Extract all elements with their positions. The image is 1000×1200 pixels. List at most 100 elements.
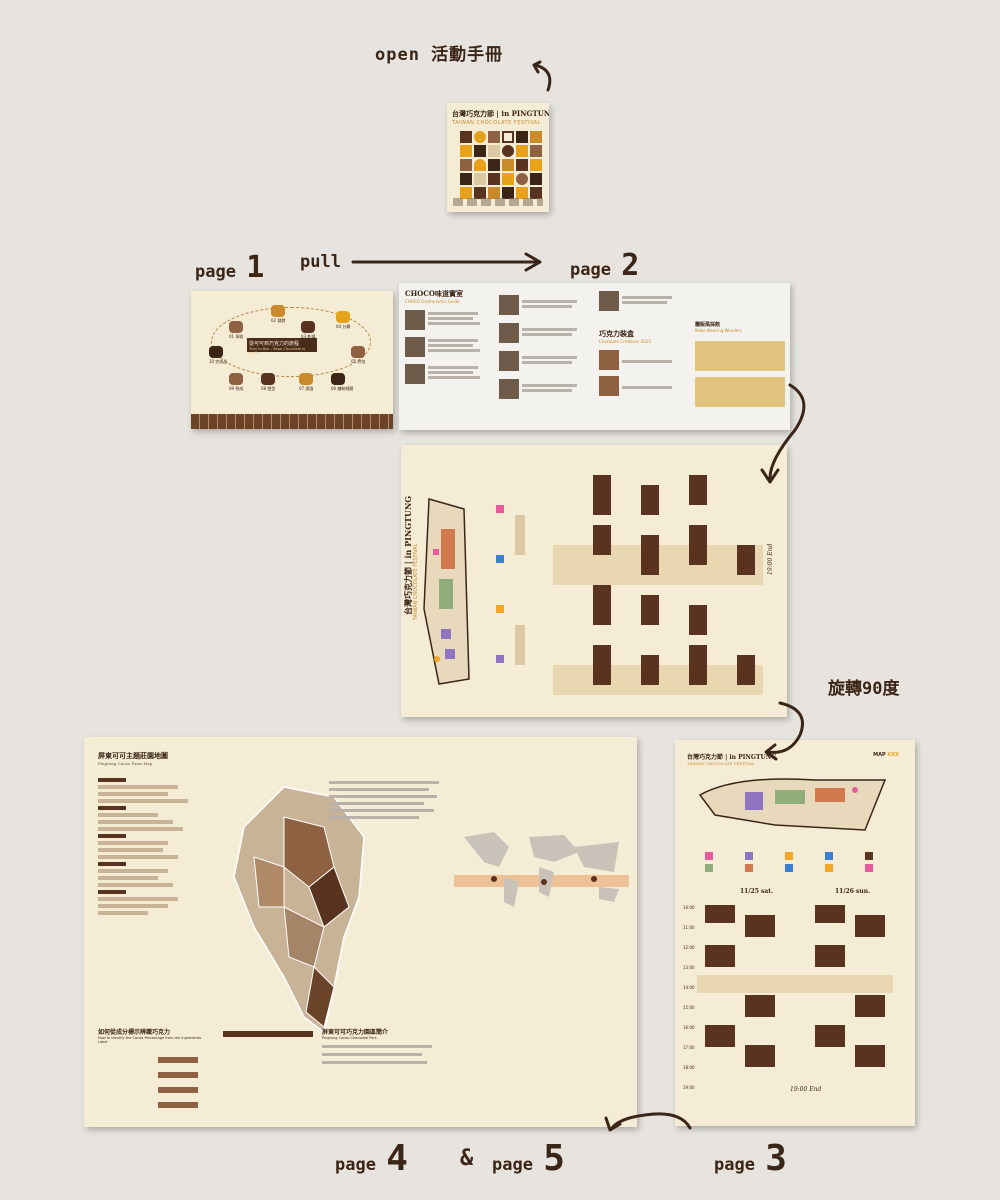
page3-word: page	[714, 1155, 755, 1175]
process-banner-title: 從可可到巧克力的旅程	[249, 341, 300, 347]
creations-subtitle: Chocolate Creations 2023	[599, 339, 651, 344]
page1-word: page	[195, 262, 236, 282]
schedule-end: 19:00 End	[767, 543, 774, 575]
page2-label: page 2	[570, 248, 639, 283]
event-block	[745, 915, 775, 937]
time-label: 14:00	[683, 985, 695, 990]
page3-label: page 3	[714, 1138, 787, 1179]
creations-column: 巧克力裝盒 Chocolate Creations 2023	[599, 289, 689, 424]
event-block	[855, 995, 885, 1017]
event-block	[705, 945, 735, 967]
event-block	[593, 525, 611, 555]
chef-column	[499, 289, 594, 424]
pingtung-map	[233, 786, 365, 1034]
event-block	[593, 585, 611, 625]
page45-label: page 4	[335, 1138, 408, 1179]
process-step: 09 熟成	[229, 373, 243, 392]
schedule-subtitle: TAIWAN CHOCOLATE FESTIVAL	[687, 761, 755, 766]
process-step: 04 分類	[336, 311, 350, 330]
article-text	[329, 777, 449, 1007]
page45-spread[interactable]: 屏東可可主題莊園地圖 Pingtung Cacao Farm Map 如何從成分…	[84, 737, 637, 1127]
stalls-title: 攤販風採館	[695, 322, 721, 328]
gastronomic-title: CHOCO味道實室	[405, 289, 463, 298]
time-label: 13:00	[683, 965, 695, 970]
chef-photo	[405, 337, 425, 357]
page5-number: 5	[543, 1138, 565, 1179]
event-block	[705, 1025, 735, 1047]
event-block	[593, 475, 611, 515]
process-step: 10 完成品	[209, 346, 227, 365]
event-block	[641, 535, 659, 575]
stalls-subtitle: Make Wearing Wonders	[695, 328, 742, 333]
gastronomic-subtitle: CHOCO Gastronomic Guide	[405, 299, 460, 304]
event-block	[705, 905, 735, 923]
venue-map	[423, 498, 470, 685]
schedule-title: 台灣巧克力節 | in PINGTUNG	[687, 754, 777, 761]
date-day1: 11/25 sat.	[740, 888, 774, 895]
stalls-column: 攤販風採館 Make Wearing Wonders	[695, 289, 785, 424]
page2-number: 2	[621, 248, 640, 283]
process-step: 03 乾燥	[301, 321, 315, 340]
chef-photo	[499, 351, 519, 371]
farm-map-title: 屏東可可主題莊園地圖	[98, 751, 168, 760]
time-label: 15:00	[683, 1005, 695, 1010]
event-block	[641, 655, 659, 685]
page5-word: page	[492, 1155, 533, 1175]
cover-subtitle: TAIWAN CHOCOLATE FESTIVAL	[452, 120, 541, 126]
event-block	[855, 915, 885, 937]
booklet-cover[interactable]: 台灣巧克力節 | in PINGTUNG TAIWAN CHOCOLATE FE…	[447, 103, 549, 212]
page3-horizontal-spread[interactable]: 台灣巧克力節 | in PINGTUNG TAIWAN CHOCOLATE FE…	[675, 740, 915, 1126]
open-arrow-icon	[533, 63, 552, 92]
page1-spread[interactable]: 從可可到巧克力的旅程 Tree to Bar – Bean Chocolate …	[191, 291, 393, 429]
table-cell	[158, 1102, 198, 1108]
cover-title: 台灣巧克力節 | in PINGTUNG	[452, 109, 549, 118]
event-block	[641, 485, 659, 515]
event-block	[689, 525, 707, 565]
table-subtitle: How to Identify the Cocoa Percentage fro…	[98, 1036, 202, 1044]
time-label: 17:00	[683, 1045, 695, 1050]
stall-card	[695, 377, 785, 407]
pull-label: pull	[300, 252, 341, 272]
page1-label: page 1	[195, 250, 264, 285]
table-cell	[158, 1072, 198, 1078]
page2-spread[interactable]: CHOCO味道實室 CHOCO Gastronomic Guide 巧克力裝盒 …	[399, 283, 790, 430]
event-block	[689, 605, 707, 635]
schedule-header: 台灣巧克力節 | in PINGTUNG TAIWAN CHOCOLATE FE…	[687, 752, 776, 766]
event-block	[593, 645, 611, 685]
event-block	[689, 475, 707, 505]
page4-number: 4	[386, 1138, 408, 1179]
event-block	[737, 655, 755, 685]
chef-photo	[599, 291, 619, 311]
farm-map-subtitle: Pingtung Cacao Farm Map	[98, 761, 153, 766]
process-step: 07 調溫	[299, 373, 313, 392]
table-cell	[158, 1057, 198, 1063]
time-label: 11:00	[683, 925, 695, 930]
page3-number: 3	[765, 1138, 787, 1179]
page5-label: page 5	[492, 1138, 565, 1179]
chef-photo	[405, 310, 425, 330]
open-booklet-label: open 活動手冊	[375, 45, 504, 65]
event-block	[815, 945, 845, 967]
chocolate-photo	[599, 350, 619, 370]
time-label: 12:00	[683, 945, 695, 950]
venue-map-horizontal	[698, 778, 887, 831]
page4-word: page	[335, 1155, 376, 1175]
event-block	[815, 1025, 845, 1047]
park-intro-subtitle: Pingtung Cacao Chocolate Park	[322, 1036, 377, 1040]
event-block	[689, 645, 707, 685]
ampersand-label: &	[460, 1146, 474, 1171]
table-title: 如何從成分標示辨識巧克力	[98, 1029, 171, 1036]
process-step: 08 塑型	[261, 373, 275, 392]
page3-vertical-spread[interactable]: 台灣巧克力節 | in PINGTUNG TAIWAN CHOCOLATE FE…	[401, 445, 787, 717]
cover-pattern	[460, 131, 544, 199]
table-header-bar	[223, 1031, 313, 1037]
chef-photo	[405, 364, 425, 384]
park-intro-title: 屏東可可巧克力園區簡介	[322, 1029, 389, 1036]
table-cell	[158, 1087, 198, 1093]
time-label: 18:00	[683, 1065, 695, 1070]
legend-column	[491, 485, 541, 685]
time-label: 19:00	[683, 1085, 695, 1090]
event-block	[855, 1045, 885, 1067]
pull-arrow-head-icon	[524, 252, 542, 272]
creations-title: 巧克力裝盒	[599, 329, 634, 338]
